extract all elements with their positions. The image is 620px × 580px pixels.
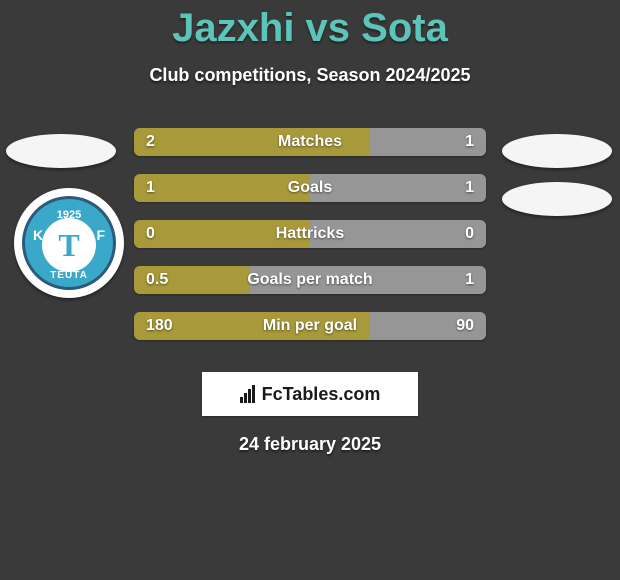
stat-right-value: 1 xyxy=(465,179,474,197)
stat-row-goals: 1 Goals 1 xyxy=(134,174,486,202)
stat-left-value: 180 xyxy=(146,317,173,335)
stat-left-value: 0 xyxy=(146,225,155,243)
page-title: Jazxhi vs Sota xyxy=(0,0,620,51)
stat-label: Goals xyxy=(288,179,332,197)
player-right-avatar-placeholder-1 xyxy=(502,134,612,168)
stat-fill-left xyxy=(134,174,310,202)
attribution-box[interactable]: FcTables.com xyxy=(202,372,418,416)
stat-rows: 2 Matches 1 1 Goals 1 0 Hattricks 0 0.5 … xyxy=(134,128,486,358)
club-badge-inner: 1925 K F T TEUTA xyxy=(22,196,116,290)
stat-row-hattricks: 0 Hattricks 0 xyxy=(134,220,486,248)
stat-right-value: 1 xyxy=(465,133,474,151)
stat-right-value: 0 xyxy=(465,225,474,243)
stat-row-min-per-goal: 180 Min per goal 90 xyxy=(134,312,486,340)
badge-club-name: TEUTA xyxy=(50,270,88,281)
attribution-text: FcTables.com xyxy=(262,384,381,405)
stat-row-matches: 2 Matches 1 xyxy=(134,128,486,156)
player-right-avatar-placeholder-2 xyxy=(502,182,612,216)
badge-ball: T xyxy=(42,218,96,272)
stats-area: 1925 K F T TEUTA 2 Matches 1 1 Goals 1 xyxy=(0,128,620,368)
bar-chart-icon xyxy=(240,385,258,403)
stat-left-value: 1 xyxy=(146,179,155,197)
stat-fill-right xyxy=(310,174,486,202)
stat-label: Min per goal xyxy=(263,317,357,335)
stat-label: Hattricks xyxy=(276,225,344,243)
stat-label: Matches xyxy=(278,133,342,151)
badge-letter-f: F xyxy=(96,227,105,243)
generated-date: 24 february 2025 xyxy=(0,434,620,455)
badge-letter-t: T xyxy=(58,227,79,264)
stat-row-goals-per-match: 0.5 Goals per match 1 xyxy=(134,266,486,294)
club-badge: 1925 K F T TEUTA xyxy=(14,188,124,298)
stat-left-value: 0.5 xyxy=(146,271,168,289)
subtitle: Club competitions, Season 2024/2025 xyxy=(0,65,620,86)
stat-left-value: 2 xyxy=(146,133,155,151)
stat-right-value: 90 xyxy=(456,317,474,335)
player-left-avatar-placeholder xyxy=(6,134,116,168)
stat-right-value: 1 xyxy=(465,271,474,289)
stat-label: Goals per match xyxy=(247,271,372,289)
